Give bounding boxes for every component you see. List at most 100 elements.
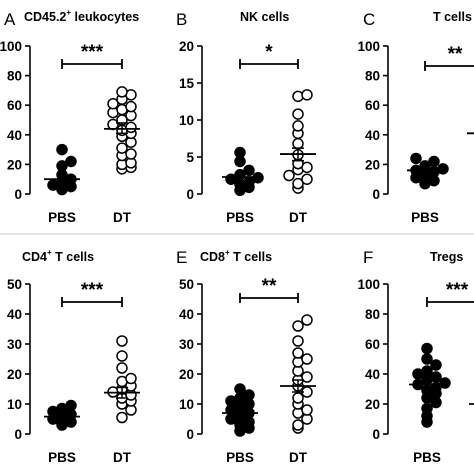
data-point [430,371,442,383]
data-point [421,342,433,355]
x-category-label: DT [289,450,308,465]
data-point [234,383,246,395]
data-point [243,389,255,401]
y-tick-label: 15 [179,76,195,91]
y-tick-label: 0 [14,187,22,202]
y-tick-label: 100 [0,39,22,54]
data-point [292,320,304,332]
y-tick-label: 10 [7,397,22,412]
x-category-label: PBS [48,210,76,225]
significance-label: *** [446,280,469,301]
significance-label: ** [448,44,463,65]
data-point [428,155,440,168]
panel-e: E CD8+ T cells 0 10 20 30 40 50 PBS DT ** [176,248,316,465]
y-tick-label: 10 [179,397,194,412]
y-tick-label: 40 [7,307,22,322]
panel-a: A CD45.2+ leukocytes 0 20 40 60 80 100 PBS DT *** [0,8,140,225]
panel-label: B [176,10,187,29]
data-point [292,108,304,120]
y-tick-label: 20 [179,39,194,54]
panel-title: T cells [433,10,472,24]
data-point [234,146,246,159]
data-point [116,362,128,374]
data-point [292,120,304,132]
data-point [410,152,422,165]
panel-f: FTregs020406080100PBSDT*** [357,248,474,465]
y-tick-label: 30 [179,337,194,352]
data-point [107,97,119,110]
panel-label: F [363,248,373,267]
panel-label: A [4,10,16,29]
y-tick-label: 100 [357,277,380,292]
data-point [292,137,304,150]
panel-title: CD8+ T cells [200,248,272,264]
y-tick-label: 20 [7,157,22,172]
data-point [421,402,433,415]
y-tick-label: 0 [372,427,380,442]
data-point [116,142,128,154]
y-tick-label: 60 [7,98,22,113]
y-tick-label: 50 [7,277,22,292]
data-point [301,89,313,101]
y-tick-label: 0 [372,187,380,202]
data-point [301,353,313,365]
significance-label: *** [81,42,104,63]
data-point [421,353,433,365]
data-point [56,160,68,172]
data-point [439,377,451,389]
significance-label: *** [81,280,104,301]
y-tick-label: 5 [186,150,194,165]
data-point [292,347,304,359]
data-point [125,121,137,134]
data-point [301,371,313,383]
data-point [116,335,128,347]
significance-label: ** [262,276,277,297]
y-tick-label: 30 [7,337,22,352]
y-tick-label: 40 [365,128,380,143]
panel-label: C [363,10,375,29]
significance-label: * [265,42,273,63]
data-point [430,359,442,371]
y-tick-label: 50 [179,277,194,292]
y-tick-label: 0 [14,427,22,442]
x-category-label: PBS [226,210,254,225]
y-tick-label: 20 [179,367,194,382]
panel-title: CD4+ T cells [22,248,94,264]
panel-c: CT cells020406080100PBSDT** [357,10,474,225]
y-tick-label: 40 [7,128,22,143]
x-category-label: PBS [413,450,441,465]
y-tick-label: 80 [365,307,380,322]
y-tick-label: 100 [357,39,380,54]
data-point [116,411,128,424]
panel-title: NK cells [240,10,289,24]
data-point [125,372,137,385]
data-point [56,143,68,156]
panel-label: E [176,248,187,267]
panel-b: B NK cells 0 5 10 15 20 PBS DT * [176,10,316,225]
y-tick-label: 0 [186,427,194,442]
x-category-label: PBS [411,210,439,225]
panel-title: Tregs [430,250,463,264]
y-tick-label: 80 [7,69,22,84]
panel-d: CD4+ T cells 0 10 20 30 40 50 PBS DT *** [7,248,140,465]
data-point [283,169,295,182]
data-point [301,173,313,185]
data-point [292,392,304,404]
y-tick-label: 60 [365,337,380,352]
data-point [65,155,77,168]
x-category-label: DT [289,210,308,225]
x-category-label: DT [113,450,132,465]
y-tick-label: 20 [7,367,22,382]
data-point [301,404,313,416]
panel-title: CD45.2+ leukocytes [24,8,139,24]
y-tick-label: 40 [365,367,380,382]
x-category-label: PBS [48,450,76,465]
x-category-label: PBS [226,450,254,465]
y-tick-label: 10 [179,113,194,128]
y-tick-label: 60 [365,98,380,113]
data-point [116,86,128,98]
data-point [292,177,304,190]
data-point [292,335,304,347]
y-tick-label: 0 [186,187,194,202]
